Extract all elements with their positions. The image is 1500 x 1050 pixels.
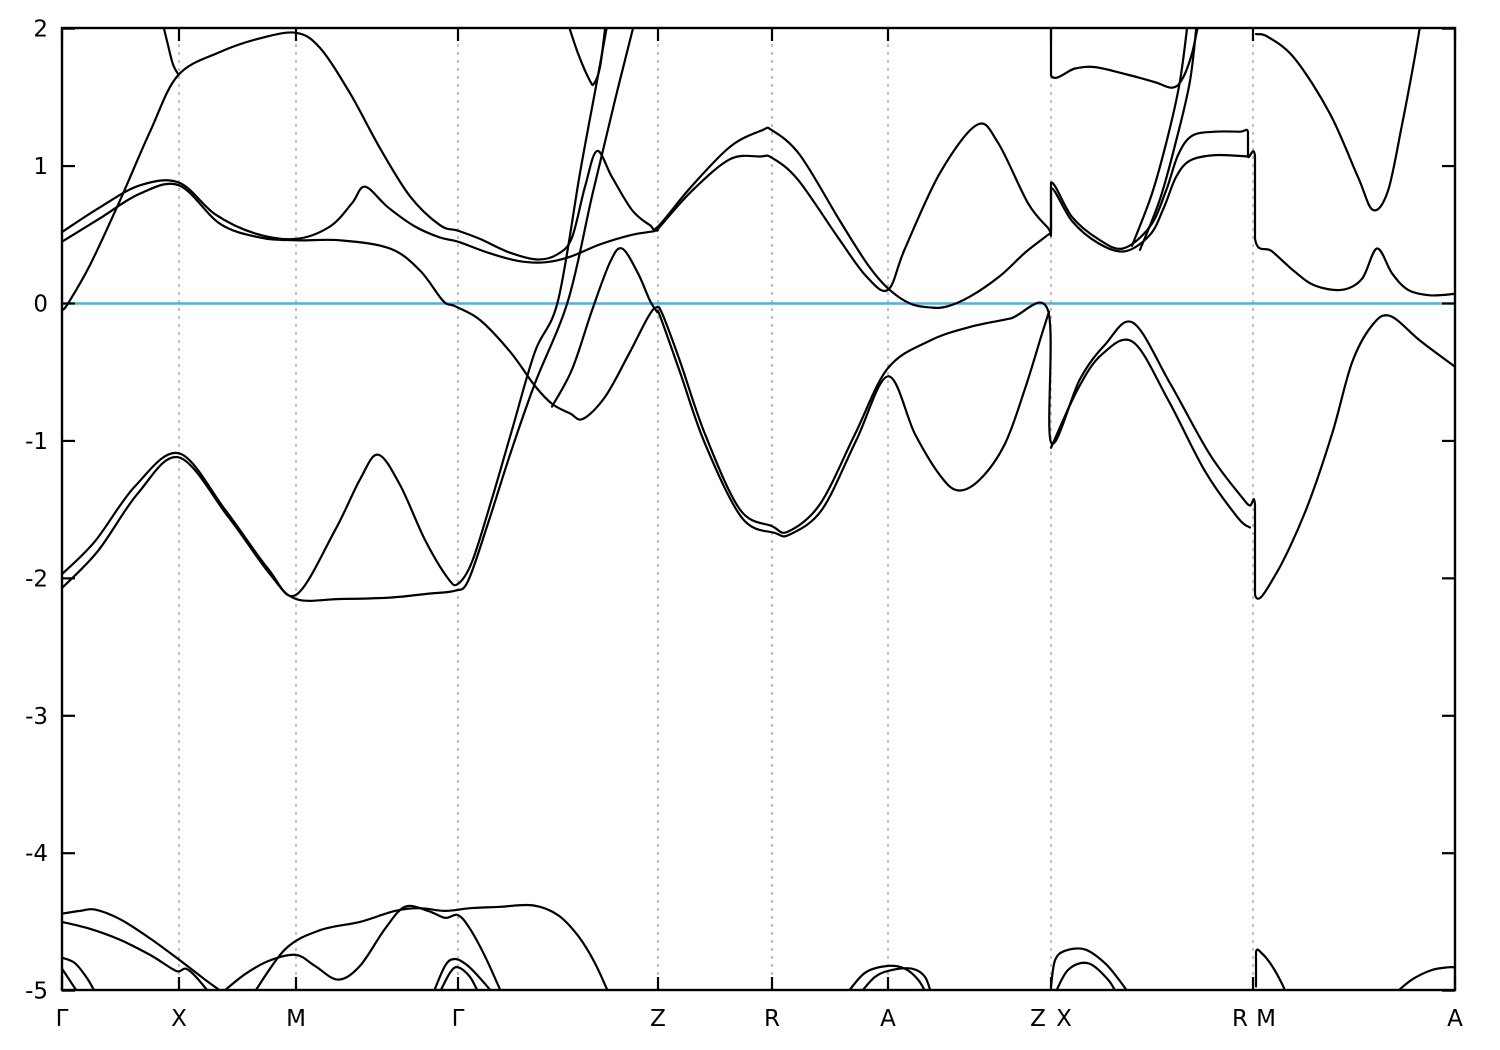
band-low-band-gamma-z bbox=[254, 903, 609, 990]
band-gamma-cone-band bbox=[62, 31, 1455, 312]
band-x-panel-steep-1 bbox=[1130, 28, 1189, 247]
bands-group bbox=[62, 28, 1455, 990]
y-tick-label: -5 bbox=[25, 979, 48, 1005]
y-tick-label: -3 bbox=[25, 704, 48, 730]
k-point-label: Γ bbox=[56, 1006, 69, 1032]
k-point-label: Γ bbox=[452, 1006, 465, 1032]
band-wavy-upper-band bbox=[62, 122, 1250, 292]
band-top-entry-line bbox=[162, 28, 180, 76]
band-m-panel-top-band bbox=[1254, 28, 1421, 212]
k-point-label: Z bbox=[1030, 1006, 1046, 1032]
band-a-right-arc bbox=[1397, 965, 1455, 990]
y-tick-label: -1 bbox=[25, 429, 48, 455]
k-point-label: M bbox=[1256, 1006, 1276, 1032]
band-fermi-touching-band bbox=[62, 182, 1455, 600]
k-point-label: M bbox=[286, 1006, 306, 1032]
band-x2-arc-outer bbox=[1049, 947, 1128, 990]
k-point-label: A bbox=[880, 1006, 896, 1032]
y-tick-label: -2 bbox=[25, 566, 48, 592]
y-tick-label: -4 bbox=[25, 841, 48, 867]
plot-border bbox=[60, 26, 1457, 992]
band-valence-pair-a bbox=[62, 28, 608, 598]
band-conduction-notch bbox=[568, 28, 607, 87]
band-gamma-arc-inner bbox=[439, 966, 479, 990]
y-tick-label: 1 bbox=[33, 154, 48, 180]
k-point-label: X bbox=[171, 1006, 187, 1032]
band-x-panel-steep-2 bbox=[1138, 28, 1198, 251]
band-m2-arc bbox=[1254, 948, 1286, 990]
band-mid-hump-band bbox=[550, 247, 1051, 538]
y-tick-label: 0 bbox=[33, 292, 48, 318]
band-low-band-4 bbox=[62, 967, 78, 990]
y-tick-label: 2 bbox=[33, 17, 48, 43]
band-valence-pair-b bbox=[62, 28, 635, 602]
band-low-band-2 bbox=[62, 920, 209, 990]
k-point-label: R bbox=[1232, 1006, 1248, 1032]
band-gamma-arc-outer bbox=[433, 957, 492, 990]
k-point-label: R bbox=[764, 1006, 780, 1032]
k-point-label: Z bbox=[650, 1006, 666, 1032]
band-low-band-1 bbox=[62, 908, 222, 990]
band-a-arc-inner bbox=[861, 967, 932, 990]
band-x2-arc-inner bbox=[1055, 961, 1117, 990]
band-a-arc-outer bbox=[848, 964, 926, 990]
band-x-panel-top-band bbox=[1049, 28, 1199, 89]
k-point-label: A bbox=[1447, 1006, 1463, 1032]
band-x-panel-lower-pair-b bbox=[1049, 338, 1252, 529]
k-point-label: X bbox=[1056, 1006, 1072, 1032]
